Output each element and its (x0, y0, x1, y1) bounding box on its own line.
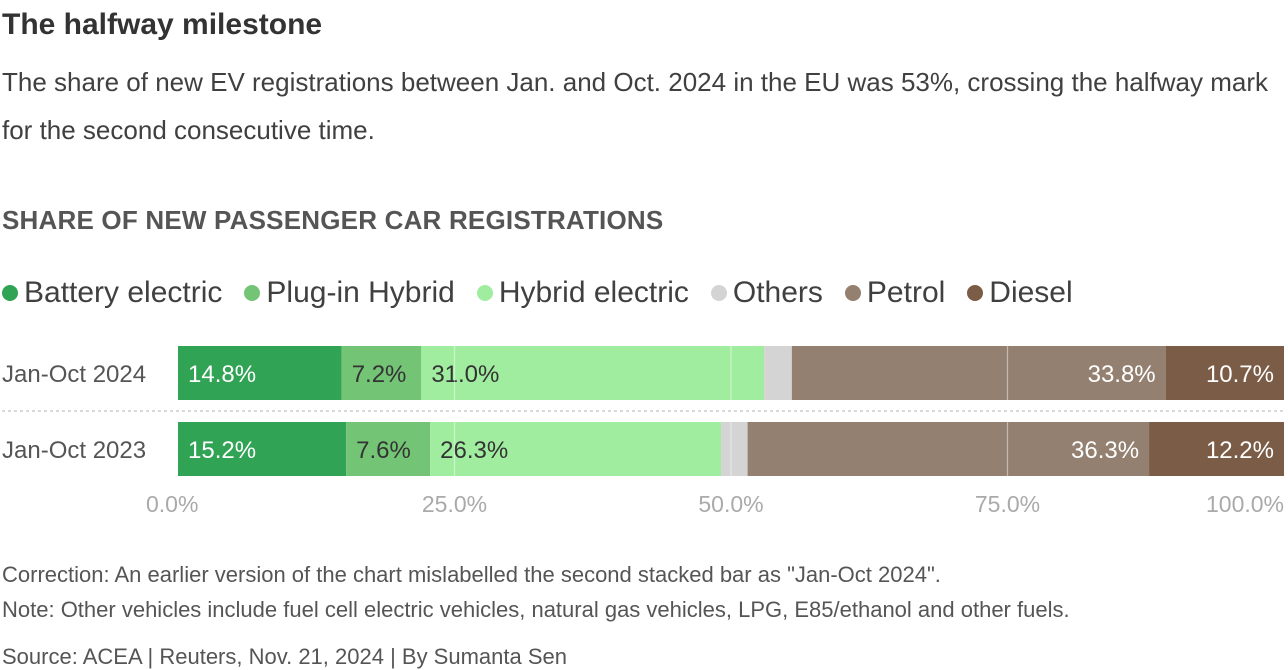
chart-label: SHARE OF NEW PASSENGER CAR REGISTRATIONS (2, 205, 664, 235)
legend-item: Plug-in Hybrid (244, 276, 455, 310)
bar-segment (1165, 346, 1284, 400)
chart-subtitle: The share of new EV registrations betwee… (2, 67, 1268, 145)
bar-segment (346, 422, 431, 476)
x-tick-label: 25.0% (422, 491, 487, 517)
legend-label: Petrol (866, 276, 946, 309)
legend-swatch (710, 285, 727, 301)
footnote: Note: Other vehicles include fuel cell e… (2, 597, 1070, 622)
bar-segment (721, 422, 748, 476)
data-label: 7.2% (352, 361, 407, 388)
legend-swatch (476, 285, 493, 301)
bar-segment (178, 346, 342, 400)
legend-item: Petrol (844, 276, 946, 310)
data-label: 10.7% (1206, 361, 1274, 388)
bar-segment (178, 422, 347, 476)
stacked-bar-chart: Jan-Oct 2024 Jan-Oct 2023 14.8% 7.2% 31.0% 33… (2, 346, 1284, 517)
legend-swatch (844, 285, 861, 301)
data-label: 7.6% (356, 437, 411, 464)
legend-swatch (2, 285, 18, 301)
data-label: 33.8% (1088, 361, 1156, 388)
bar-segment (764, 346, 792, 400)
category-label: Jan-Oct 2024 (2, 361, 146, 388)
legend-label: Others (732, 276, 823, 309)
legend: Battery electric Plug-in Hybrid Hybrid ele… (2, 276, 1095, 310)
source-line: Source: ACEA | Reuters, Nov. 21, 2024 | … (2, 644, 567, 669)
correction-note: Correction: An earlier version of the ch… (2, 562, 941, 587)
x-tick-label: 100.0% (1206, 491, 1284, 517)
bar-segment (747, 422, 1150, 476)
legend-item: Diesel (967, 276, 1073, 310)
x-tick-label: 75.0% (975, 491, 1040, 517)
legend-item: Others (710, 276, 823, 310)
legend-item: Battery electric (2, 276, 222, 310)
legend-item: Hybrid electric (476, 276, 689, 310)
data-label: 14.8% (188, 361, 256, 388)
data-label: 36.3% (1071, 437, 1139, 464)
category-label: Jan-Oct 2023 (2, 437, 146, 464)
bar-segment (430, 422, 722, 476)
data-label: 26.3% (440, 437, 508, 464)
legend-swatch (967, 285, 984, 301)
x-tick-label: 50.0% (698, 491, 763, 517)
legend-label: Diesel (989, 276, 1073, 309)
bar-segment (421, 346, 765, 400)
legend-label: Battery electric (24, 276, 223, 309)
x-tick-label: 0.0% (146, 491, 198, 517)
bar-segment (1149, 422, 1284, 476)
legend-label: Plug-in Hybrid (266, 276, 455, 309)
chart-title: The halfway milestone (2, 8, 323, 41)
data-label: 31.0% (431, 361, 499, 388)
data-label: 15.2% (188, 437, 256, 464)
bar-segment (341, 346, 422, 400)
legend-label: Hybrid electric (498, 276, 689, 309)
legend-swatch (244, 285, 261, 301)
data-label: 12.2% (1206, 437, 1274, 464)
bar-segment (791, 346, 1166, 400)
